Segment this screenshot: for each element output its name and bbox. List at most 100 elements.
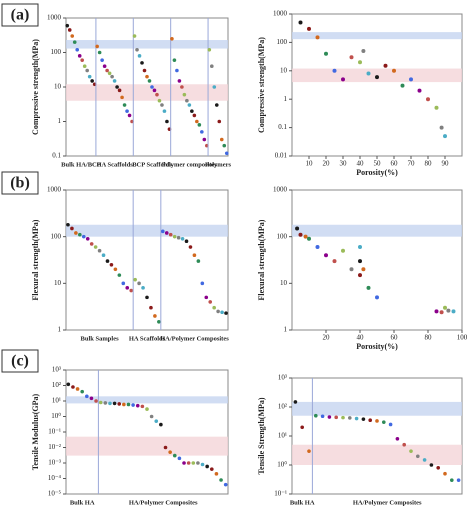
data-point xyxy=(113,267,118,272)
data-point xyxy=(131,403,135,407)
data-point xyxy=(443,471,447,476)
data-point xyxy=(354,416,359,421)
data-point xyxy=(142,68,147,73)
data-point xyxy=(195,119,199,124)
data-point xyxy=(400,83,405,88)
x-tick-label: 70 xyxy=(408,160,416,168)
data-point xyxy=(115,85,119,89)
data-point xyxy=(162,109,167,113)
data-point xyxy=(200,281,205,286)
data-point xyxy=(210,64,214,69)
y-tick-label: 10⁻¹ xyxy=(274,490,287,498)
data-point xyxy=(175,68,179,73)
data-point xyxy=(197,123,202,127)
data-point xyxy=(223,482,228,487)
data-point xyxy=(87,74,92,79)
data-point xyxy=(145,407,149,411)
data-point xyxy=(450,478,454,482)
data-point xyxy=(300,425,305,430)
data-point xyxy=(361,48,366,53)
y-tick-label: 10⁻² xyxy=(48,443,61,451)
data-point xyxy=(443,134,447,139)
data-point xyxy=(214,103,219,107)
data-point xyxy=(172,58,177,62)
data-point xyxy=(212,85,217,89)
data-point xyxy=(165,119,169,124)
data-point xyxy=(361,267,366,272)
y-tick-label: 100 xyxy=(51,232,62,240)
data-point xyxy=(375,419,379,423)
data-point xyxy=(192,113,197,118)
data-point xyxy=(180,237,185,241)
data-point xyxy=(159,422,163,427)
data-point xyxy=(219,137,224,142)
x-tick-label: 80 xyxy=(425,160,433,168)
data-point xyxy=(117,402,122,406)
data-point xyxy=(208,300,213,304)
y-tick-label: 1000 xyxy=(47,14,62,22)
y-tick-label: 10 xyxy=(54,83,62,91)
reference-band xyxy=(66,224,228,237)
data-point xyxy=(395,437,400,441)
data-point xyxy=(191,461,196,465)
group-label: BCP Scaffolds xyxy=(132,161,172,168)
y-tick-label: 1 xyxy=(58,326,62,334)
group-label: Polymers xyxy=(205,161,231,168)
data-point xyxy=(101,253,106,258)
data-point xyxy=(382,420,386,424)
y-tick-label: 10³ xyxy=(278,374,287,382)
data-point xyxy=(200,462,205,467)
data-point xyxy=(315,35,320,40)
reference-band xyxy=(66,396,228,404)
group-label: HA/Polymer Composites xyxy=(129,499,198,506)
y-axis-label: Tensile Modulus(GPa) xyxy=(31,393,40,470)
reference-band xyxy=(66,40,228,49)
plot-frame xyxy=(65,189,229,331)
reference-band xyxy=(292,224,462,237)
data-point xyxy=(204,295,209,300)
data-point xyxy=(82,64,87,69)
data-point xyxy=(90,79,94,83)
y-tick-label: 10⁻⁵ xyxy=(48,490,62,498)
y-tick-label: 10¹ xyxy=(278,432,287,440)
data-point xyxy=(85,237,90,241)
data-point xyxy=(422,458,427,462)
data-point xyxy=(456,478,461,482)
data-point xyxy=(327,415,332,419)
data-point xyxy=(70,34,75,38)
data-point xyxy=(303,234,308,239)
data-point xyxy=(358,259,362,264)
y-tick-label: 10² xyxy=(52,381,61,389)
data-point xyxy=(71,385,75,389)
x-tick-label: 90 xyxy=(442,160,450,168)
data-point xyxy=(451,309,456,314)
data-point xyxy=(140,404,145,409)
y-tick-label: 100 xyxy=(51,48,62,56)
data-point xyxy=(97,50,102,55)
data-point xyxy=(434,105,439,110)
data-point xyxy=(102,64,107,69)
x-axis-label: Porosity(%) xyxy=(356,342,398,351)
x-tick-label: 80 xyxy=(425,334,433,342)
data-point xyxy=(295,226,300,231)
data-point xyxy=(216,309,220,314)
y-tick-label: 10 xyxy=(280,66,288,74)
group-label: HA/Polymer Composites xyxy=(160,335,229,342)
data-point xyxy=(307,236,311,241)
y-tick-label: 10⁻³ xyxy=(48,459,61,467)
data-point xyxy=(375,295,379,300)
data-point xyxy=(135,47,139,52)
data-point xyxy=(348,416,352,420)
data-point xyxy=(182,461,186,465)
reference-band xyxy=(292,32,462,40)
data-point xyxy=(66,382,71,387)
data-point xyxy=(105,68,109,73)
data-point xyxy=(109,262,114,267)
data-point xyxy=(126,402,131,407)
data-point xyxy=(217,119,222,124)
data-point xyxy=(160,103,164,107)
panel-box xyxy=(1,171,39,195)
group-label: Bulk HA xyxy=(70,499,95,506)
data-point xyxy=(436,466,441,470)
